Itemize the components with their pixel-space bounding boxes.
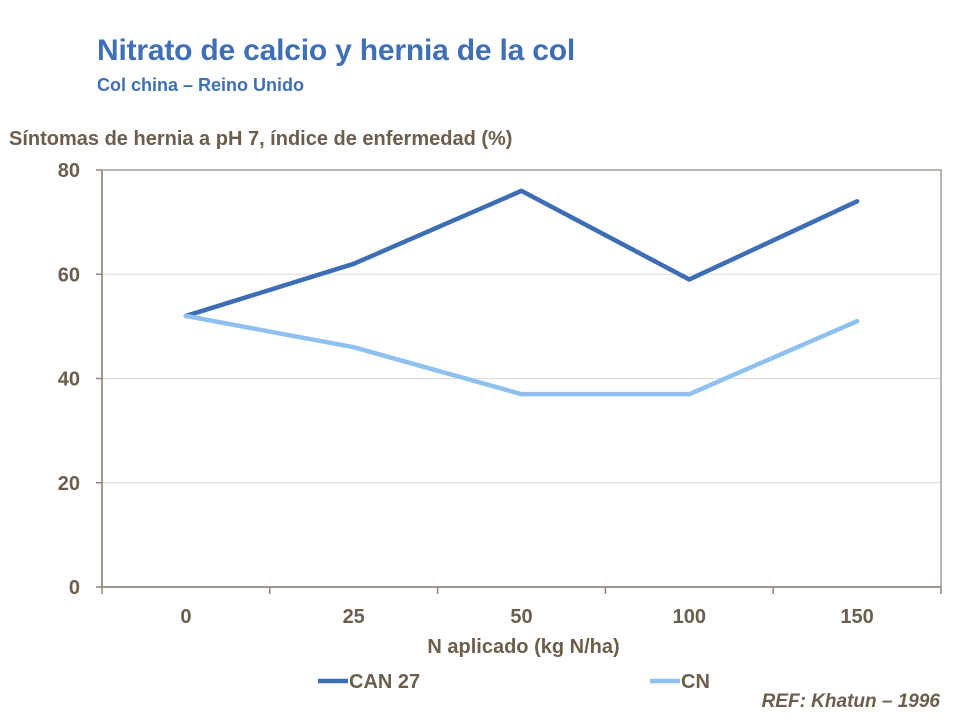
series-lines xyxy=(183,188,860,397)
legend-label: CAN 27 xyxy=(349,671,420,693)
y-axis-label: Síntomas de hernia a pH 7, índice de enf… xyxy=(9,128,513,150)
axes xyxy=(96,169,942,594)
legend: CAN 27 CN xyxy=(318,671,710,693)
x-tick-label: 50 xyxy=(510,606,532,628)
chart-title: Nitrato de calcio y hernia de la col xyxy=(97,34,575,67)
gridlines xyxy=(102,273,941,484)
y-tick-label: 40 xyxy=(58,369,80,391)
x-tick-label: 25 xyxy=(343,606,365,628)
y-tick-label: 0 xyxy=(69,577,80,599)
x-axis-label: N aplicado (kg N/ha) xyxy=(427,636,619,658)
y-tick-labels: 0 20 40 60 80 xyxy=(58,160,80,599)
x-tick-label: 0 xyxy=(180,606,191,628)
chart-subtitle: Col china – Reino Unido xyxy=(97,75,305,95)
series-line-2 xyxy=(183,313,860,397)
y-tick-label: 20 xyxy=(58,473,80,495)
x-tick-label: 100 xyxy=(673,606,706,628)
y-tick-label: 60 xyxy=(58,264,80,286)
y-tick-label: 80 xyxy=(58,160,80,182)
series-line-1 xyxy=(183,188,860,319)
x-tick-labels: 0 25 50 100 150 xyxy=(180,606,873,628)
reference-note: REF: Khatun – 1996 xyxy=(761,691,940,712)
legend-label: CN xyxy=(681,671,710,693)
x-tick-label: 150 xyxy=(840,606,873,628)
